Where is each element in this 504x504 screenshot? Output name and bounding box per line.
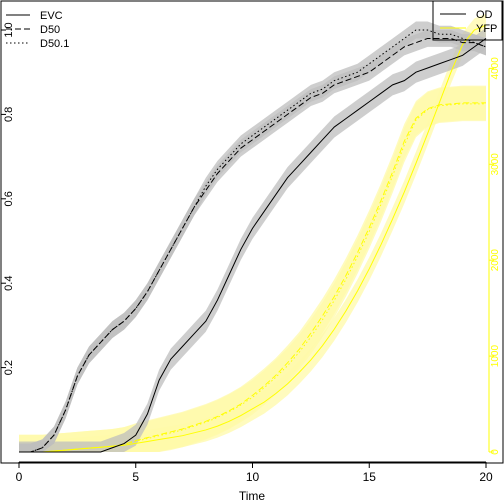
legend-series: EVC D50 D50.1 <box>6 10 69 50</box>
y-tick-label: 1.0 <box>3 22 15 37</box>
legend-entry-label: OD <box>476 9 493 21</box>
yfp-band-d50 <box>19 85 486 453</box>
legend-box <box>432 0 503 41</box>
y2-tick-label: 0 <box>490 449 501 455</box>
y-tick-label: 0.6 <box>3 191 15 206</box>
series-lines <box>19 24 487 453</box>
y2-tick-label: 4000 <box>490 57 501 80</box>
legend-entry-label: EVC <box>40 10 63 22</box>
yfp-line-d50 <box>19 102 486 453</box>
od-band-evc <box>19 27 486 452</box>
od-band-d50-1 <box>19 21 486 453</box>
od-line-d50-1 <box>19 29 487 453</box>
x-tick-label: 10 <box>246 470 260 484</box>
x-tick-label: 0 <box>16 470 23 484</box>
y-tick-label: 0.8 <box>3 107 15 122</box>
confidence-bands <box>19 13 486 453</box>
y2-tick-label: 2000 <box>490 249 501 272</box>
axes: 0 5 10 15 20 0.2 0.4 0.6 0.8 1.0 0 1000 2000 3000 4000 <box>1 22 501 484</box>
x-tick-label: 5 <box>132 470 139 484</box>
legend-entry-label: YFP <box>476 23 497 35</box>
x-tick-label: 20 <box>479 470 493 484</box>
y-tick-label: 0.4 <box>3 276 15 291</box>
yfp-line-evc <box>19 24 487 453</box>
legend-entry-label: D50 <box>40 24 60 36</box>
od-line-evc <box>19 38 487 453</box>
y2-tick-label: 1000 <box>490 345 501 368</box>
y-tick-label: 0.2 <box>3 360 15 375</box>
legend-measures: OD YFP <box>432 0 503 41</box>
y2-tick-label: 3000 <box>490 153 501 176</box>
legend-entry-label: D50.1 <box>40 38 69 50</box>
x-tick-label: 15 <box>363 470 377 484</box>
x-axis-label: Time <box>239 489 266 503</box>
